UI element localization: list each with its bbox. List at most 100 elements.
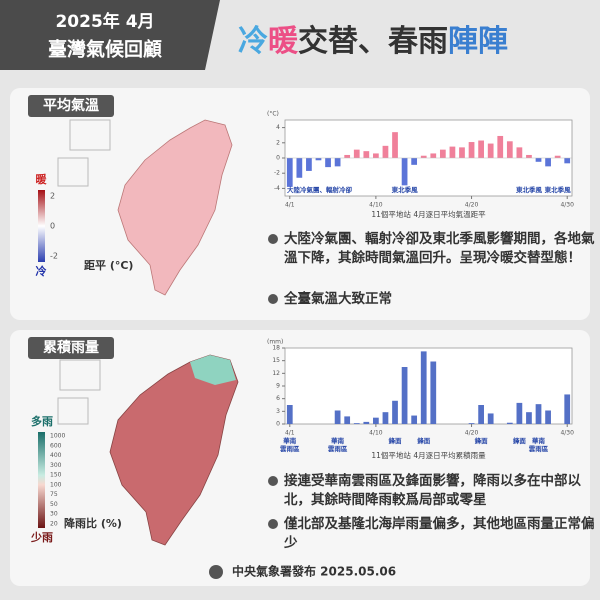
bar (487, 143, 494, 158)
bar (535, 404, 542, 424)
legend-tick: 75 (50, 491, 58, 498)
header-box (0, 0, 220, 70)
annotation: 雲雨區 (280, 444, 300, 453)
bar (478, 140, 484, 158)
bar (516, 402, 523, 424)
bullet: 接連受華南雲雨區及鋒面影響，降雨以多在中部以北，其餘時間降雨較爲局部或零星 (268, 472, 600, 510)
inset (57, 397, 89, 425)
bar (459, 147, 465, 158)
bar (363, 151, 370, 158)
logo (209, 565, 223, 579)
y-tick-label: -4 (274, 185, 280, 192)
y-tick-label: 0 (276, 421, 280, 428)
chart-caption: 11個平地站 4月逐日平均氣溫距平 (371, 209, 486, 219)
legend-tick: 30 (50, 511, 58, 518)
bar (487, 413, 494, 424)
y-tick-label: 12 (272, 370, 280, 377)
inset (57, 157, 89, 187)
legend-top: 暖 (36, 172, 48, 186)
unit-label: (mm) (267, 339, 283, 346)
bar (439, 149, 446, 158)
legend-tick: -2 (50, 252, 58, 261)
annotation: 東北季風 (545, 185, 572, 194)
annotation: 大陸冷氣團、輻射冷卻 (287, 185, 353, 194)
inset (59, 359, 101, 391)
legend-bottom: 少雨 (30, 530, 53, 544)
bar (545, 158, 551, 167)
bar (478, 405, 484, 424)
legend-unit: 降雨比 (%) (64, 516, 122, 530)
bar (315, 158, 322, 161)
annotation: 華南 (331, 436, 345, 445)
bar (334, 410, 341, 424)
bar (468, 423, 475, 424)
inset (69, 119, 111, 151)
bar (411, 158, 418, 165)
legend-tick: 1000 (50, 433, 65, 440)
annotation: 鋒面 (388, 436, 403, 445)
headline-part: 冷 (238, 24, 268, 59)
annotation: 鋒面 (416, 436, 431, 445)
section-title-box (28, 337, 114, 359)
bar (353, 149, 360, 158)
bar (430, 153, 437, 158)
annotation: 鋒面 (512, 436, 527, 445)
x-tick-label: 4/1 (285, 430, 295, 437)
bullet: 大陸冷氣團、輻射冷卻及東北季風影響期間，各地氣溫下降，其餘時間氣溫回升。呈現冷暖… (268, 230, 600, 268)
bar (420, 155, 427, 158)
bar (325, 158, 331, 168)
bar (564, 394, 571, 424)
bar (506, 141, 513, 158)
bar (363, 421, 370, 424)
bar (382, 145, 389, 158)
y-tick-label: 0 (276, 155, 280, 162)
bar (353, 423, 360, 424)
header-title: 臺灣氣候回顧 (48, 38, 162, 61)
y-tick-label: 9 (276, 383, 280, 390)
bar (344, 154, 351, 158)
legend-tick: 20 (50, 521, 58, 528)
section-title: 平均氣溫 (43, 97, 99, 114)
annotation: 華南 (283, 436, 297, 445)
bar (564, 158, 571, 164)
headline-part: 交替、春雨 (298, 24, 448, 59)
y-tick-label: 18 (272, 345, 280, 352)
legend-top: 多雨 (31, 414, 53, 428)
bar (506, 422, 513, 424)
bar (306, 158, 312, 171)
unit-label: (°C) (267, 111, 279, 118)
legend-unit: 距平 (°C) (84, 259, 133, 272)
bar (449, 146, 456, 158)
bar (430, 361, 437, 424)
headline: 冷暖交替、春雨陣陣 (238, 24, 508, 59)
bar (420, 351, 427, 424)
map-rain (109, 354, 239, 546)
annotation: 東北季風 (516, 185, 543, 194)
y-tick-label: 2 (276, 139, 280, 146)
bar (334, 158, 341, 167)
bullet: 僅北部及基隆北海岸雨量偏多，其他地區雨量正常偏少 (268, 515, 600, 553)
bar (401, 367, 408, 424)
bar (526, 154, 532, 158)
headline-part: 暖 (268, 24, 299, 59)
footer: 中央氣象署發布 2025.05.06 (232, 564, 396, 579)
bar (344, 416, 351, 424)
annotation: 雲雨區 (529, 444, 549, 453)
x-tick-label: 4/30 (560, 430, 574, 437)
bar (392, 400, 398, 424)
annotation: 雲雨區 (328, 444, 348, 453)
bar (545, 410, 551, 424)
y-tick-label: 3 (276, 408, 280, 415)
legend-tick: 2 (50, 192, 55, 201)
bar (286, 405, 293, 424)
y-tick-label: 15 (272, 357, 280, 364)
section-title: 累積雨量 (43, 339, 99, 356)
bar (286, 158, 293, 187)
legend-tick: 100 (50, 481, 62, 488)
x-tick-label: 4/20 (465, 202, 479, 209)
bar (411, 415, 418, 424)
x-tick-label: 4/10 (369, 430, 383, 437)
x-tick-label: 4/10 (369, 202, 383, 209)
bar (296, 158, 303, 178)
